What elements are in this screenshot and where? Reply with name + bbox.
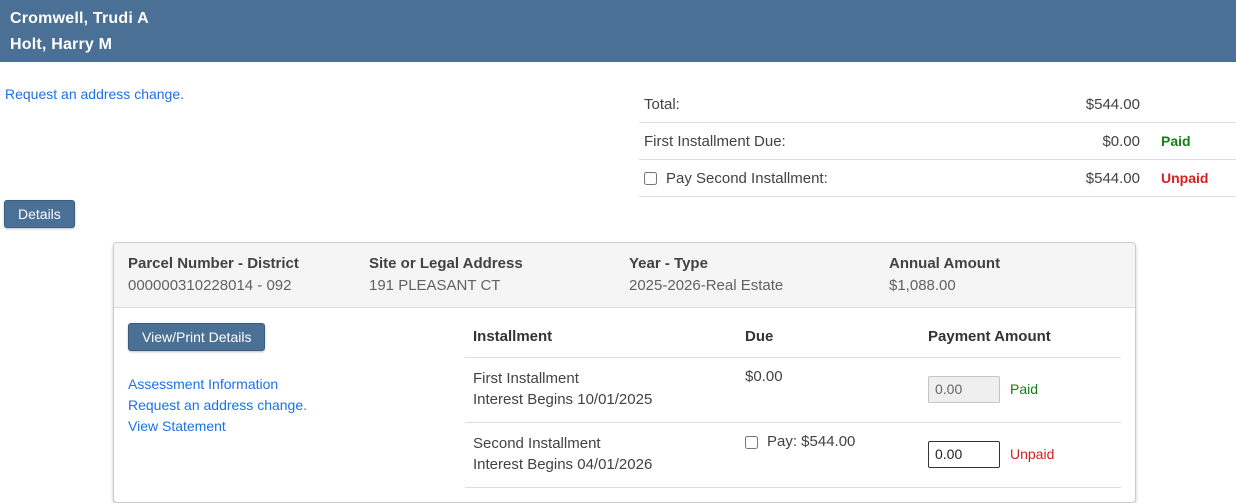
payment-amount-header: Payment Amount [928, 328, 1051, 345]
installment-table-header: Installment Due Payment Amount [465, 323, 1121, 358]
taxpayer-name-1: Cromwell, Trudi A [10, 10, 149, 27]
pay-second-installment-checkbox[interactable] [644, 171, 657, 185]
parcel-links: Assessment Information Request an addres… [128, 374, 465, 437]
annual-amount-value: $1,088.00 [889, 277, 956, 294]
annual-amount-column: Annual Amount $1,088.00 [889, 255, 1121, 294]
site-address-label: Site or Legal Address [369, 255, 523, 272]
first-installment-cell: First Installment Interest Begins 10/01/… [473, 368, 745, 410]
first-installment-interest: Interest Begins 10/01/2025 [473, 391, 653, 408]
summary-second-status-badge: Unpaid [1161, 170, 1209, 186]
taxpayer-names-header: Cromwell, Trudi A Holt, Harry M [0, 0, 1236, 62]
installment-table: Installment Due Payment Amount First Ins… [465, 323, 1121, 488]
view-print-details-button[interactable]: View/Print Details [128, 323, 266, 351]
parcel-details-panel: Parcel Number - District 000000310228014… [113, 242, 1136, 503]
summary-row-second-installment: Pay Second Installment: $544.00 Unpaid [639, 160, 1236, 197]
assessment-information-link[interactable]: Assessment Information [128, 376, 279, 392]
parcel-body: View/Print Details Assessment Informatio… [114, 308, 1135, 502]
second-installment-cell: Second Installment Interest Begins 04/01… [473, 433, 745, 475]
summary-total-label: Total: [644, 95, 680, 113]
second-installment-due-cell: Pay: $544.00 [745, 433, 928, 475]
year-type-value: 2025-2026-Real Estate [629, 277, 784, 294]
summary-second-label-wrap: Pay Second Installment: [644, 170, 1050, 187]
details-button-wrap: Details [0, 200, 1236, 228]
site-address-value: 191 PLEASANT CT [369, 277, 501, 294]
first-installment-payment-cell: Paid [928, 368, 1121, 410]
parcel-number-label: Parcel Number - District [128, 255, 299, 272]
details-button[interactable]: Details [4, 200, 75, 228]
table-row-first-installment: First Installment Interest Begins 10/01/… [465, 358, 1121, 423]
pay-second-row-checkbox[interactable] [745, 436, 758, 449]
summary-second-amount: $544.00 [1085, 169, 1140, 187]
second-installment-payment-input[interactable] [928, 440, 1000, 468]
second-installment-name: Second Installment [473, 435, 601, 452]
parcel-actions-column: View/Print Details Assessment Informatio… [128, 323, 465, 488]
summary-total-amount: $544.00 [1085, 95, 1140, 113]
first-installment-due-amount: $0.00 [745, 368, 783, 385]
address-change-link-wrap: Request an address change. [0, 86, 639, 104]
request-address-change-link[interactable]: Request an address change. [5, 86, 185, 102]
view-statement-link[interactable]: View Statement [128, 418, 226, 434]
summary-first-amount: $0.00 [1102, 132, 1140, 150]
request-address-change-link-2[interactable]: Request an address change. [128, 397, 308, 413]
payment-summary-table: Total: $544.00 First Installment Due: $0… [639, 86, 1236, 197]
summary-first-label: First Installment Due: [644, 132, 786, 150]
summary-second-label: Pay Second Installment: [666, 169, 828, 187]
table-row-second-installment: Second Installment Interest Begins 04/01… [465, 423, 1121, 488]
installment-header: Installment [473, 328, 553, 345]
second-installment-status-badge: Unpaid [1010, 446, 1055, 462]
top-area: Request an address change. Total: $544.0… [0, 86, 1236, 197]
second-installment-pay-label: Pay: $544.00 [767, 433, 856, 450]
parcel-header-row: Parcel Number - District 000000310228014… [114, 243, 1135, 308]
due-header: Due [745, 328, 774, 345]
year-type-label: Year - Type [629, 255, 708, 272]
installment-table-wrap: Installment Due Payment Amount First Ins… [465, 323, 1121, 488]
annual-amount-label: Annual Amount [889, 255, 1001, 272]
taxpayer-name-2: Holt, Harry M [10, 36, 113, 53]
summary-row-total: Total: $544.00 [639, 86, 1236, 123]
parcel-number-value: 000000310228014 - 092 [128, 277, 292, 294]
first-installment-name: First Installment [473, 370, 579, 387]
summary-first-status-badge: Paid [1161, 133, 1191, 149]
second-installment-payment-cell: Unpaid [928, 433, 1121, 475]
year-type-column: Year - Type 2025-2026-Real Estate [629, 255, 889, 294]
second-installment-interest: Interest Begins 04/01/2026 [473, 456, 653, 473]
first-installment-status-badge: Paid [1010, 381, 1039, 397]
site-address-column: Site or Legal Address 191 PLEASANT CT [369, 255, 629, 294]
summary-row-first-installment: First Installment Due: $0.00 Paid [639, 123, 1236, 160]
first-installment-due-cell: $0.00 [745, 368, 928, 410]
parcel-number-column: Parcel Number - District 000000310228014… [128, 255, 369, 294]
first-installment-payment-input [928, 375, 1000, 403]
